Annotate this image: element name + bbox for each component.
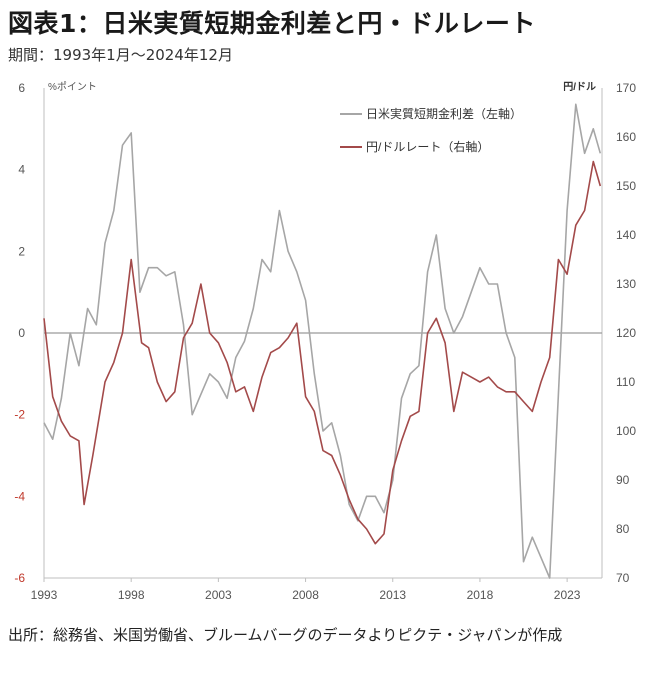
legend: 日米実質短期金利差（左軸） 円/ドルレート（右軸） (340, 106, 522, 154)
right-tick-label: 90 (616, 473, 630, 487)
left-tick-label: 4 (18, 163, 25, 177)
legend-label-usdjpy: 円/ドルレート（右軸） (366, 139, 489, 154)
rate-differential-line (43, 103, 602, 579)
x-tick-label: 2008 (292, 588, 319, 602)
right-tick-label: 70 (616, 571, 630, 585)
right-tick-label: 80 (616, 522, 630, 536)
left-tick-label: 2 (18, 244, 25, 258)
right-tick-label: 140 (616, 228, 636, 242)
left-tick-label: 6 (18, 81, 25, 95)
right-tick-label: 170 (616, 81, 636, 95)
left-axis-unit: %ポイント (48, 81, 97, 93)
series-lines (43, 103, 602, 579)
x-tick-label: 2023 (554, 588, 581, 602)
left-tick-label: -2 (14, 408, 25, 422)
chart-period: 期間：1993年1月～2024年12月 (8, 46, 233, 64)
usdjpy-rate-line (43, 160, 602, 545)
left-tick-label: -6 (14, 571, 25, 585)
right-tick-label: 130 (616, 277, 636, 291)
right-tick-label: 150 (616, 179, 636, 193)
x-tick-label: 2013 (379, 588, 406, 602)
chart-area: 6 4 2 0 -2 -4 -6 170 160 150 140 130 120 110 100 90 80 70… (14, 81, 636, 602)
legend-label-differential: 日米実質短期金利差（左軸） (366, 106, 522, 121)
x-tick-label: 1993 (31, 588, 58, 602)
x-tick-label: 1998 (118, 588, 145, 602)
right-tick-label: 110 (616, 375, 635, 389)
axes: 6 4 2 0 -2 -4 -6 170 160 150 140 130 120 110 100 90 80 70… (14, 81, 636, 602)
x-tick-label: 2003 (205, 588, 232, 602)
chart-title: 図表1：日米実質短期金利差と円・ドルレート (8, 9, 536, 38)
right-tick-label: 100 (616, 424, 636, 438)
source-note: 出所：総務省、米国労働省、ブルームバーグのデータよりピクテ・ジャパンが作成 (8, 626, 563, 644)
right-tick-label: 120 (616, 326, 636, 340)
left-tick-label: -4 (14, 489, 25, 503)
x-tick-label: 2018 (467, 588, 494, 602)
left-tick-label: 0 (18, 326, 25, 340)
right-axis-unit: 円/ドル (563, 81, 596, 93)
right-tick-label: 160 (616, 130, 636, 144)
